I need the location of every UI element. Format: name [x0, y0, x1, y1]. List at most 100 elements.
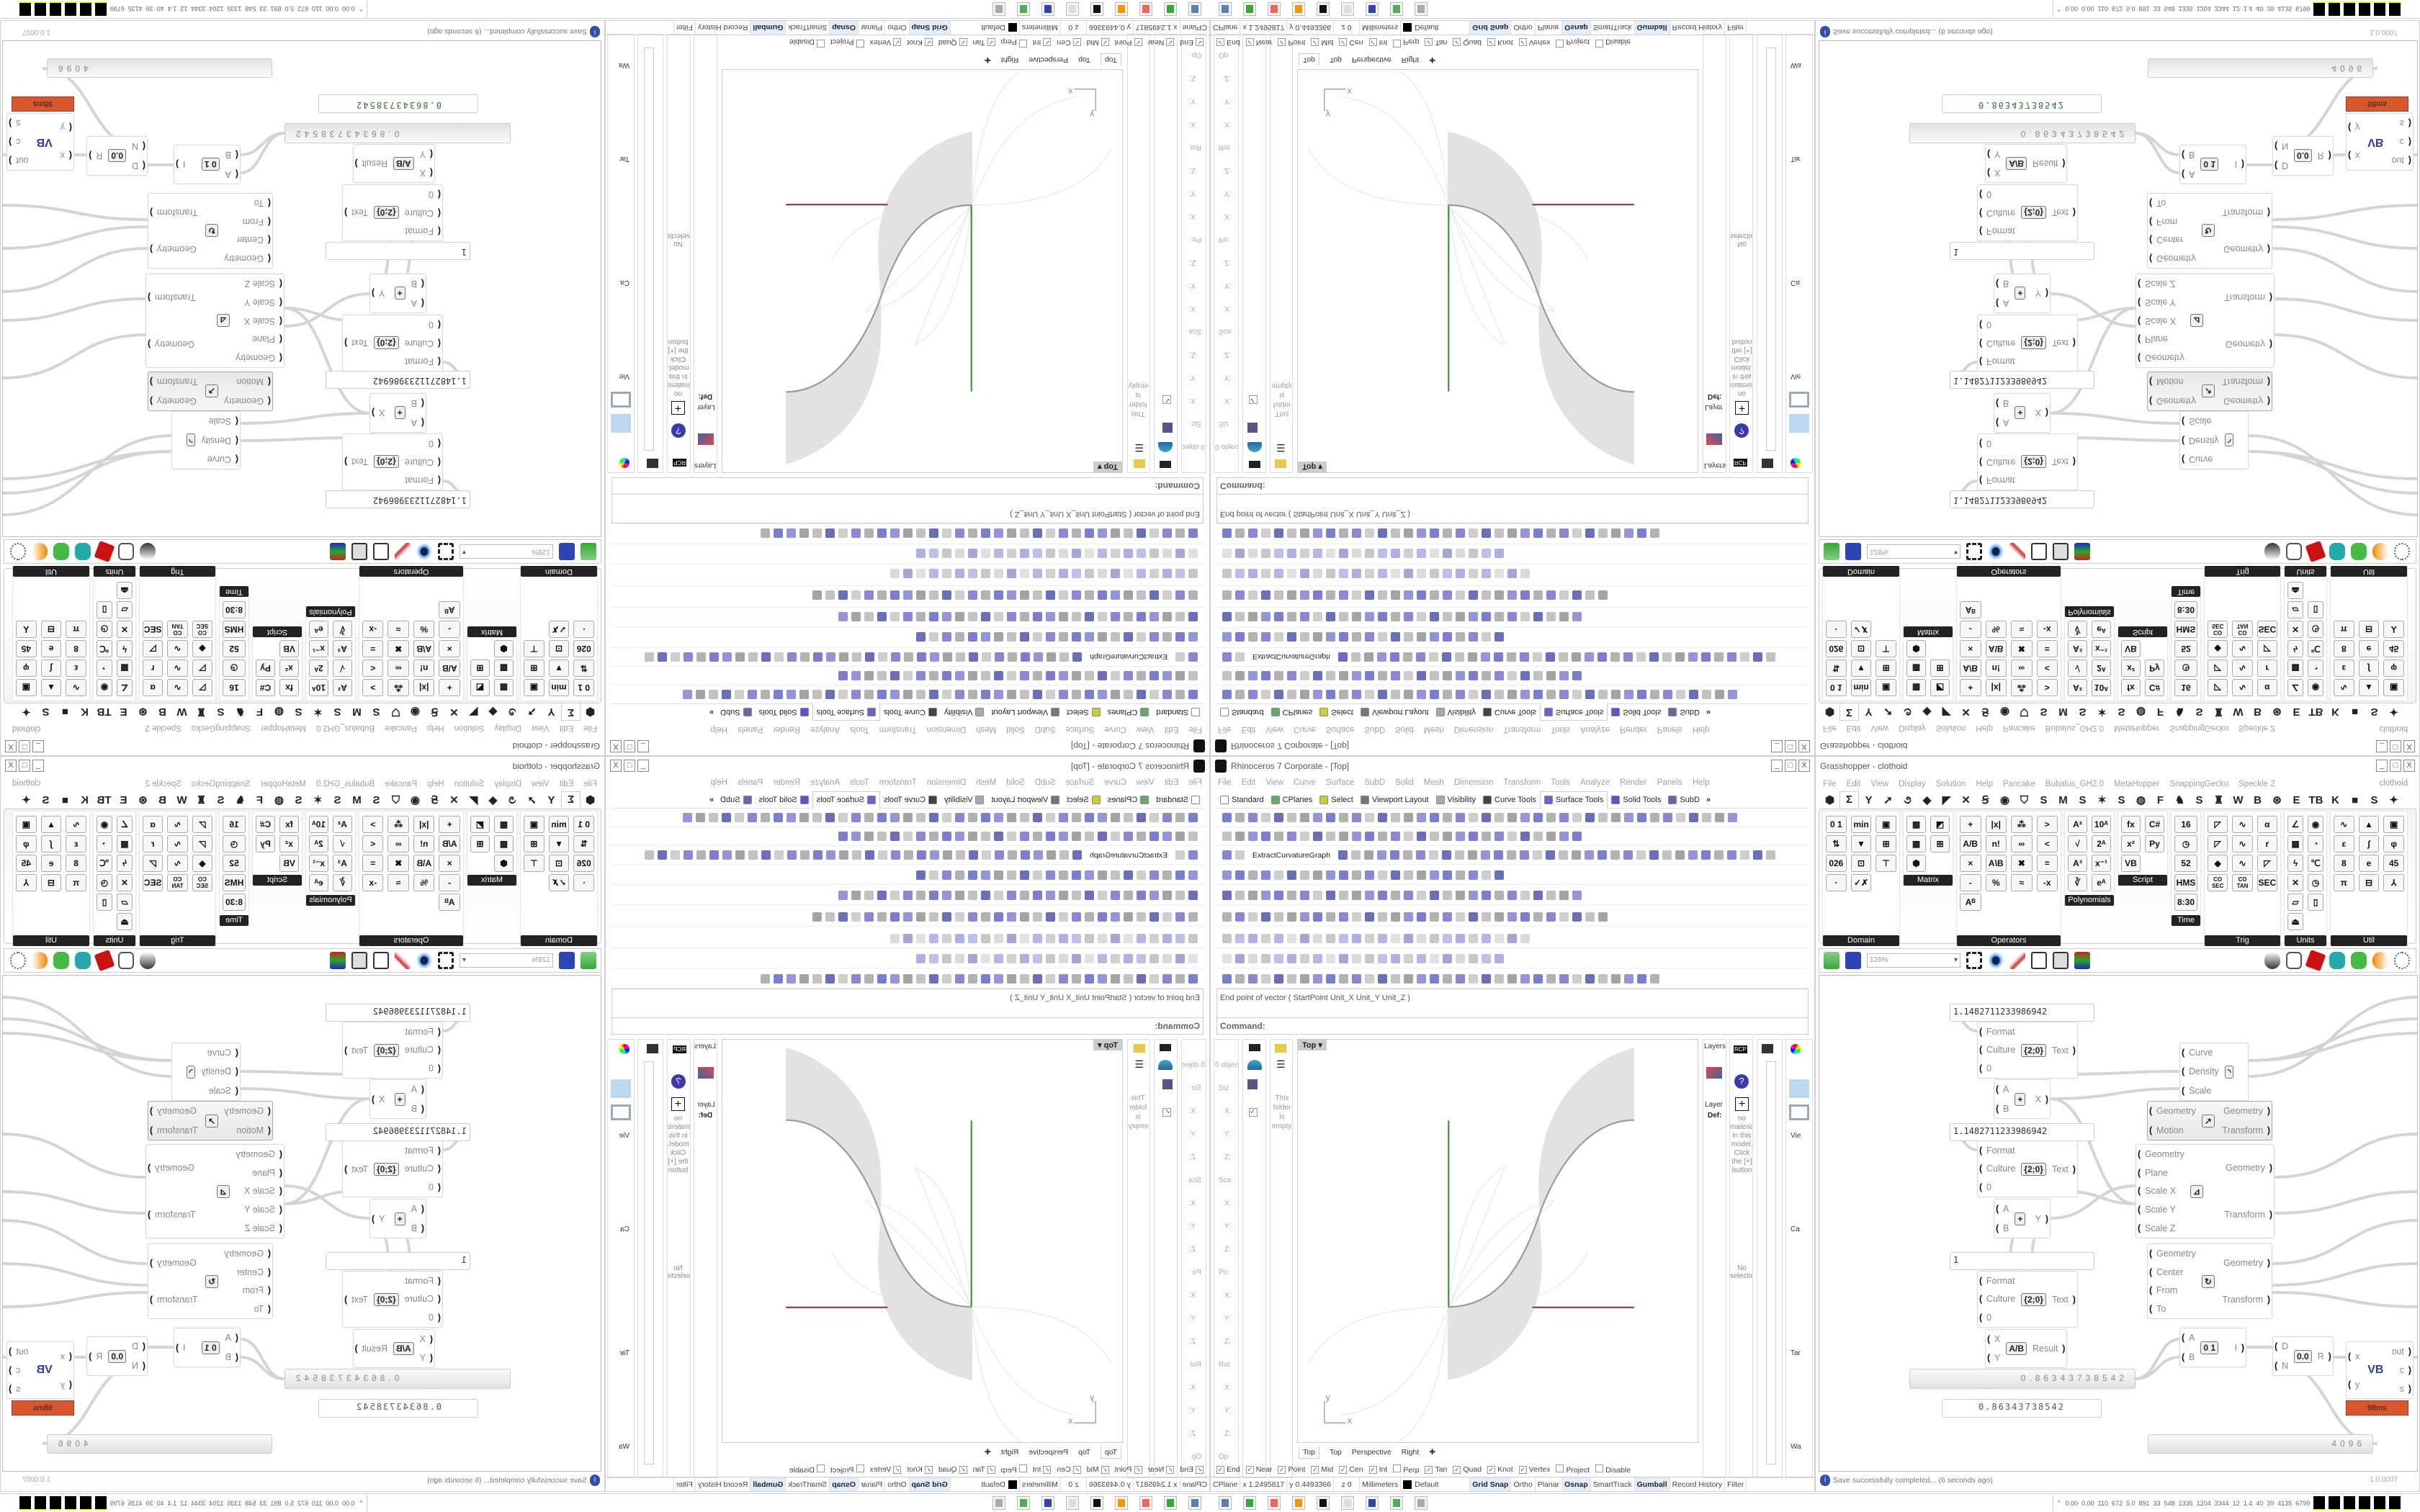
toolbar-command-icon[interactable]	[1059, 632, 1068, 642]
component-icon[interactable]: ▦	[1906, 816, 1926, 833]
gumball-icon[interactable]	[330, 543, 346, 560]
toggle-planar[interactable]: Planar	[857, 20, 885, 35]
toolbar-command-icon[interactable]	[826, 652, 836, 662]
toolbar-command-icon[interactable]	[1559, 528, 1569, 538]
input-port[interactable]: x	[2348, 1351, 2360, 1362]
tablet-icon[interactable]	[1164, 1496, 1177, 1510]
toolbar-command-icon[interactable]	[1443, 590, 1452, 600]
toolbar-command-icon[interactable]	[1430, 870, 1439, 880]
input-port[interactable]: Geometry	[2149, 1106, 2196, 1116]
toolbar-command-icon[interactable]	[1274, 632, 1283, 642]
toolbar-command-icon[interactable]	[1274, 590, 1283, 600]
toolbar-command-icon[interactable]	[774, 690, 783, 699]
gh-tab[interactable]: E	[2293, 706, 2300, 719]
input-port[interactable]: Format	[405, 475, 434, 485]
palette-label[interactable]: Matrix	[467, 626, 516, 637]
save-file-icon[interactable]	[559, 952, 575, 969]
toolbar-command-icon[interactable]	[813, 652, 823, 662]
checkbox[interactable]: ✓	[1196, 1465, 1204, 1474]
list-icon[interactable]: ☰	[1276, 442, 1286, 454]
component-icon[interactable]: eᴬ	[2092, 621, 2111, 638]
component-icon[interactable]: ▯	[97, 894, 112, 911]
component-icon[interactable]: x⁻¹	[309, 640, 328, 657]
gh-menu-item[interactable]: Bubalus_GH2.0	[316, 724, 375, 732]
toolbar-command-icon[interactable]	[929, 934, 938, 943]
toolbar-command-icon[interactable]	[1469, 870, 1478, 880]
component-icon[interactable]: ✖	[2011, 855, 2033, 872]
toolbar-command-icon[interactable]	[1404, 569, 1413, 578]
component-icon[interactable]: n!	[1985, 660, 2007, 677]
gh-tab[interactable]: ♜	[196, 794, 207, 806]
component-icon[interactable]: ℃	[2308, 855, 2323, 872]
sphere-orange-icon[interactable]	[32, 543, 48, 560]
menu-panels[interactable]: Panels	[738, 778, 763, 787]
component-icon[interactable]: Aᴮ	[439, 601, 460, 618]
component-icon[interactable]: =	[362, 855, 384, 872]
toolbar-command-icon[interactable]	[1248, 832, 1258, 841]
toolbar-command-icon[interactable]	[1162, 590, 1172, 600]
checkbox[interactable]	[1393, 1464, 1402, 1472]
osnap-int[interactable]: ✓Int	[1368, 1465, 1387, 1474]
toolbar-command-icon[interactable]	[1007, 870, 1016, 880]
toolbar-tab-curve-tools[interactable]: Curve Tools	[880, 704, 941, 721]
toolbar-command-icon[interactable]	[1519, 652, 1529, 662]
toolbar-tab-surface-tools[interactable]: Surface Tools	[1539, 703, 1608, 721]
menu-dimension[interactable]: Dimension	[1453, 778, 1494, 787]
toolbar-command-icon[interactable]	[1111, 590, 1120, 600]
tablet-icon[interactable]	[1243, 2, 1256, 16]
checkbox[interactable]: ✓	[1162, 395, 1171, 404]
toolbar-command-icon[interactable]	[1739, 850, 1749, 860]
toolbar-command-icon[interactable]	[1430, 612, 1439, 621]
osnap-point[interactable]: ✓Point	[1278, 38, 1305, 48]
component-icon[interactable]: ≈	[387, 621, 409, 638]
toolbar-command-icon[interactable]	[1352, 934, 1361, 943]
gh-menu-item[interactable]: Pancake	[385, 780, 417, 788]
input-port[interactable]: B	[1996, 1223, 2009, 1233]
toolbar-command-icon[interactable]	[1059, 569, 1068, 578]
input-port[interactable]: Scale X	[2145, 316, 2184, 326]
toolbar-command-icon[interactable]	[1469, 954, 1478, 963]
component-icon[interactable]: 10ᴬ	[309, 679, 328, 696]
osnap-end[interactable]: ✓End	[1216, 38, 1240, 48]
toolbar-command-icon[interactable]	[838, 671, 848, 680]
osnap-mid[interactable]: ✓Mid	[1087, 38, 1109, 48]
component-icon[interactable]: ∠	[2287, 679, 2303, 696]
toolbar-command-icon[interactable]	[942, 671, 951, 680]
component-icon[interactable]: ⇅	[573, 835, 594, 852]
toolbar-command-icon[interactable]	[1391, 954, 1400, 963]
toolbar-command-icon[interactable]	[1391, 832, 1400, 841]
cplane-button[interactable]: CPlane	[1179, 1477, 1209, 1492]
toolbar-command-icon[interactable]	[1326, 632, 1335, 642]
minimize-button[interactable]: _	[637, 760, 649, 772]
toolbar-command-icon[interactable]	[1085, 912, 1094, 922]
osnap-near[interactable]: ✓Near	[1148, 38, 1175, 48]
toolbar-command-icon[interactable]	[1559, 590, 1569, 600]
viewport-tab[interactable]: Right	[1000, 1448, 1019, 1457]
toolbar-command-icon[interactable]	[1688, 850, 1698, 860]
toolbar-command-icon[interactable]	[1020, 813, 1029, 822]
toolbar-command-icon[interactable]	[916, 549, 926, 558]
gh-panel[interactable]: 1.1482711233986942	[1950, 371, 2094, 389]
checkbox[interactable]	[1018, 1464, 1027, 1472]
gh-tab[interactable]: K	[2331, 793, 2339, 806]
gh-tab[interactable]: ◤	[469, 794, 478, 806]
toolbar-command-icon[interactable]	[1059, 549, 1068, 558]
output-port[interactable]: Transform	[2223, 1125, 2270, 1135]
gh-tab[interactable]: TB	[97, 793, 112, 806]
component-icon[interactable]: fx	[279, 816, 299, 833]
gh-tab[interactable]: B	[158, 706, 166, 719]
toolbar-command-icon[interactable]	[1313, 934, 1322, 943]
toolbar-command-icon[interactable]	[799, 528, 809, 538]
gh-tab[interactable]: S	[2040, 706, 2048, 719]
toolbar-tab-viewport-layout[interactable]: Viewport Layout	[988, 791, 1064, 809]
toolbar-command-icon[interactable]	[1235, 813, 1245, 822]
osnap-end[interactable]: ✓End	[1180, 38, 1204, 48]
toolbar-command-icon[interactable]	[1007, 549, 1016, 558]
toolbar-command-icon[interactable]	[1352, 891, 1361, 900]
toolbar-command-icon[interactable]	[1046, 528, 1055, 538]
input-port[interactable]: 0	[1979, 1063, 2015, 1074]
gh-tab[interactable]: ✦	[2389, 794, 2398, 806]
toolbar-command-icon[interactable]	[1150, 528, 1159, 538]
toolbar-command-icon[interactable]	[1021, 652, 1031, 662]
toolbar-command-icon[interactable]	[1378, 549, 1387, 558]
